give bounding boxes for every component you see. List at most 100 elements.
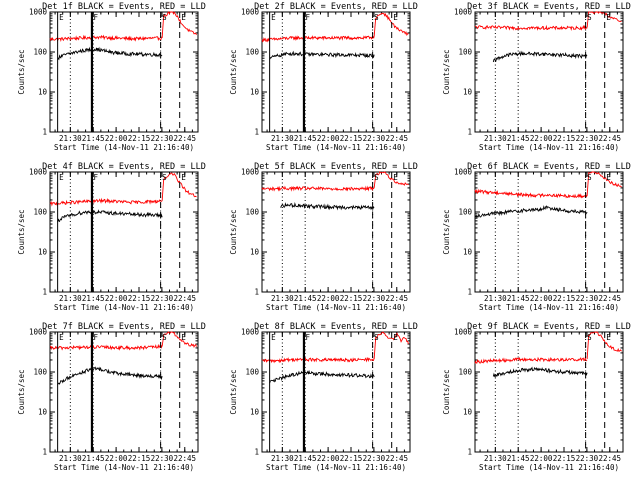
x-axis-title: Start Time (14-Nov-11 21:16:40): [54, 463, 194, 472]
y-axis-title: Counts/sec: [229, 369, 238, 414]
y-tick-label: 1: [467, 288, 472, 297]
x-axis-title: Start Time (14-Nov-11 21:16:40): [479, 303, 619, 312]
y-tick-label: 10: [463, 408, 473, 417]
x-tick-label: 21:30: [59, 454, 82, 463]
series-lld-burst: [161, 172, 197, 201]
x-tick-label: 21:30: [484, 134, 507, 143]
marker-label: F: [305, 13, 310, 22]
x-axis-title: Start Time (14-Nov-11 21:16:40): [54, 303, 194, 312]
y-axis-title: Counts/sec: [229, 209, 238, 254]
marker-label: S: [162, 13, 167, 22]
x-tick-label: 21:30: [271, 454, 294, 463]
x-tick-label: 22:15: [340, 134, 363, 143]
x-tick-label: 22:00: [317, 454, 340, 463]
marker-label: S: [374, 173, 379, 182]
marker-label: S: [587, 13, 592, 22]
x-tick-label: 22:45: [385, 134, 408, 143]
panel-title: Det 3f BLACK = Events, RED = LLD: [467, 2, 631, 12]
y-axis-title: Counts/sec: [442, 49, 451, 94]
series-lld-burst: [373, 331, 409, 360]
marker-label: E: [59, 333, 64, 342]
plot-frame: [261, 331, 411, 453]
y-tick-label: 1000: [454, 8, 473, 17]
x-tick-label: 21:45: [82, 294, 105, 303]
x-tick-label: 22:15: [553, 134, 576, 143]
x-tick-label: 21:45: [507, 294, 530, 303]
x-tick-label: 21:30: [59, 134, 82, 143]
y-tick-label: 1000: [29, 328, 48, 337]
x-tick-label: 22:00: [317, 294, 340, 303]
panel-title: Det 2f BLACK = Events, RED = LLD: [254, 2, 418, 12]
series-lld-line: [261, 185, 375, 192]
y-axis-title: Counts/sec: [17, 49, 26, 94]
marker-label: E: [606, 13, 611, 22]
y-tick-label: 1000: [454, 168, 473, 177]
x-tick-label: 21:45: [82, 454, 105, 463]
y-axis-title: Counts/sec: [17, 209, 26, 254]
x-tick-label: 22:00: [530, 134, 553, 143]
series-lld-line: [261, 35, 375, 43]
series-events-line: [280, 202, 375, 211]
marker-label: E: [271, 13, 276, 22]
panel-det-6: Det 6f BLACK = Events, RED = LLD 1 10 100 10…: [442, 162, 631, 312]
plot-frame: [261, 11, 411, 133]
plot-frame: [49, 171, 199, 293]
x-tick-label: 22:30: [576, 294, 599, 303]
y-axis-title: Counts/sec: [442, 209, 451, 254]
x-tick-label: 21:45: [507, 134, 530, 143]
y-tick-label: 1: [467, 448, 472, 457]
x-tick-label: 22:00: [530, 294, 553, 303]
panel-det-9: Det 9f BLACK = Events, RED = LLD 1 10 100 10…: [442, 322, 631, 472]
x-tick-label: 21:45: [294, 134, 317, 143]
series-lld-line: [49, 197, 163, 207]
marker-label: S: [587, 333, 592, 342]
x-tick-label: 22:00: [105, 294, 128, 303]
series-lld-line: [261, 356, 375, 364]
x-tick-label: 22:30: [151, 454, 174, 463]
panel-title: Det 4f BLACK = Events, RED = LLD: [42, 162, 206, 172]
marker-label: E: [59, 173, 64, 182]
series-events-line: [492, 366, 588, 378]
panel-det-7: Det 7f BLACK = Events, RED = LLD 1 10 100 10…: [17, 322, 206, 472]
x-tick-label: 21:30: [484, 294, 507, 303]
marker-label: S: [587, 173, 592, 182]
series-lld-line: [49, 343, 163, 351]
x-tick-label: 22:30: [363, 454, 386, 463]
x-tick-label: 22:30: [576, 134, 599, 143]
x-axis-title: Start Time (14-Nov-11 21:16:40): [266, 143, 406, 152]
marker-label: S: [162, 173, 167, 182]
marker-label: F: [305, 333, 310, 342]
y-tick-label: 100: [458, 208, 472, 217]
series-events-line: [269, 50, 375, 60]
panel-title: Det 8f BLACK = Events, RED = LLD: [254, 322, 418, 332]
series-lld-line: [474, 356, 588, 364]
plot-frame: [474, 331, 624, 453]
y-tick-label: 100: [33, 48, 47, 57]
x-tick-label: 22:30: [363, 134, 386, 143]
y-tick-label: 1: [42, 448, 47, 457]
series-lld-line: [49, 34, 163, 42]
marker-label: E: [271, 333, 276, 342]
y-tick-label: 1000: [241, 168, 260, 177]
x-axis-title: Start Time (14-Nov-11 21:16:40): [479, 463, 619, 472]
y-tick-label: 100: [245, 368, 259, 377]
marker-label: S: [374, 333, 379, 342]
panel-title: Det 1f BLACK = Events, RED = LLD: [42, 2, 206, 12]
series-lld-line: [474, 24, 588, 32]
y-tick-label: 10: [38, 88, 48, 97]
marker-label: E: [393, 13, 398, 22]
marker-label: E: [181, 333, 186, 342]
y-tick-label: 1: [254, 288, 259, 297]
marker-label: E: [59, 13, 64, 22]
x-tick-label: 22:45: [173, 294, 196, 303]
y-axis-title: Counts/sec: [229, 49, 238, 94]
plot-frame: [261, 171, 411, 293]
x-tick-label: 21:30: [484, 454, 507, 463]
y-tick-label: 10: [38, 248, 48, 257]
marker-label: F: [93, 173, 98, 182]
x-tick-label: 21:30: [271, 294, 294, 303]
x-tick-label: 22:00: [317, 134, 340, 143]
series-lld-burst: [161, 331, 197, 349]
x-tick-label: 22:15: [553, 454, 576, 463]
